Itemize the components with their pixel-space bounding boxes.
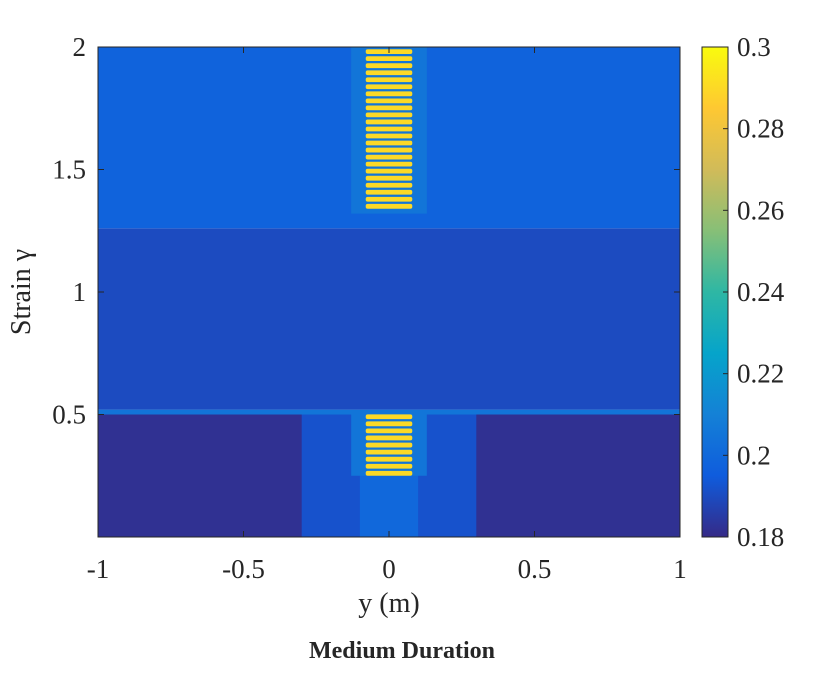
colorbar-tick-label: 0.26 xyxy=(737,195,784,225)
heatmap-stripe xyxy=(365,449,413,455)
heatmap-stripe xyxy=(365,168,413,174)
x-axis-label: y (m) xyxy=(358,588,419,619)
heatmap-region xyxy=(98,228,680,410)
heatmap-stripe xyxy=(365,77,413,83)
x-tick-label: 1 xyxy=(673,554,687,584)
x-tick-label: 0.5 xyxy=(518,554,552,584)
axis-ticks: -1 -0.5 0 0.5 1 0.5 1 1.5 2 xyxy=(52,32,687,584)
heatmap-stripe xyxy=(365,70,413,76)
y-tick-label: 1 xyxy=(73,277,87,307)
y-tick-label: 1.5 xyxy=(52,155,86,185)
heatmap-stripe xyxy=(365,112,413,118)
colorbar-tick-label: 0.18 xyxy=(737,522,784,552)
colorbar-tick-label: 0.28 xyxy=(737,114,784,144)
heatmap-stripe xyxy=(365,463,413,469)
heatmap-stripe xyxy=(365,182,413,188)
heatmap-stripe xyxy=(365,470,413,476)
heatmap-stripe xyxy=(365,154,413,160)
x-tick-label: -1 xyxy=(87,554,110,584)
colorbar-tick-label: 0.22 xyxy=(737,359,784,389)
heatmap-region xyxy=(98,409,680,415)
heatmap-stripe xyxy=(365,161,413,167)
heatmap-regions xyxy=(98,47,680,537)
heatmap-stripe xyxy=(365,98,413,104)
x-tick-label: -0.5 xyxy=(222,554,265,584)
heatmap-stripe xyxy=(365,421,413,427)
heatmap-stripe xyxy=(365,414,413,420)
heatmap-stripe xyxy=(365,133,413,139)
heatmap-stripe xyxy=(365,428,413,434)
heatmap-stripe xyxy=(365,456,413,462)
chart-caption: Medium Duration xyxy=(309,638,495,664)
heatmap-stripe xyxy=(365,126,413,132)
heatmap-stripe-bands xyxy=(365,49,413,476)
heatmap-stripe xyxy=(365,140,413,146)
colorbar-tick-label: 0.2 xyxy=(737,440,771,470)
heatmap-stripe xyxy=(365,84,413,90)
heatmap-stripe xyxy=(365,56,413,62)
heatmap-stripe xyxy=(365,435,413,441)
heatmap-stripe xyxy=(365,147,413,153)
heatmap-stripe xyxy=(365,175,413,181)
heatmap-stripe xyxy=(365,119,413,125)
colorbar-tick-label: 0.3 xyxy=(737,32,771,62)
y-axis-label: Strain γ xyxy=(6,249,37,335)
colorbar-ticks: 0.18 0.2 0.22 0.24 0.26 0.28 0.3 xyxy=(723,32,785,552)
y-tick-label: 2 xyxy=(73,32,87,62)
heatmap-stripe xyxy=(365,91,413,97)
x-tick-label: 0 xyxy=(382,554,396,584)
heatmap-stripe xyxy=(365,189,413,195)
heatmap-stripe xyxy=(365,203,413,209)
y-tick-label: 0.5 xyxy=(52,400,86,430)
heatmap-stripe xyxy=(365,63,413,69)
heatmap-stripe xyxy=(365,105,413,111)
heatmap-stripe xyxy=(365,442,413,448)
heatmap-stripe xyxy=(365,196,413,202)
colorbar-tick-label: 0.24 xyxy=(737,277,785,307)
